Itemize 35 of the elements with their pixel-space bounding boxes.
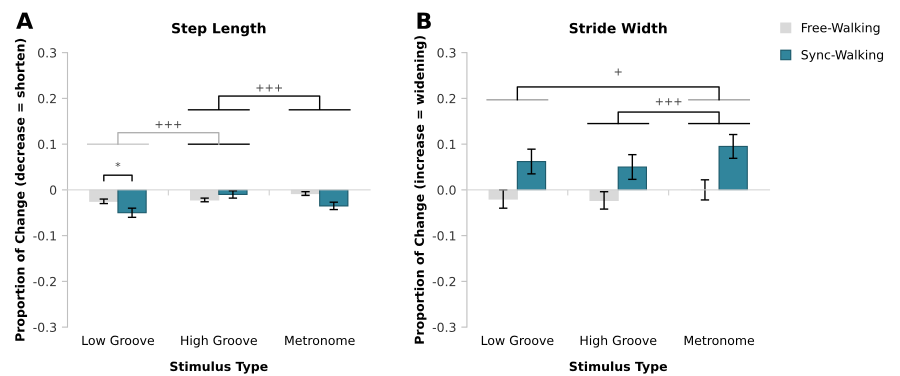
chart-title: Stride Width xyxy=(570,22,667,34)
y-tick-label: 0.1 xyxy=(437,140,456,150)
legend-label: Sync-Walking xyxy=(802,50,884,62)
y-tick-label: 0.3 xyxy=(38,48,56,58)
annotation: * xyxy=(115,162,120,168)
x-tick-label: Metronome xyxy=(684,336,754,346)
y-tick-label: -0.3 xyxy=(432,322,456,332)
y-axis-title: Proportion of Change (increase = widening) xyxy=(414,36,427,344)
y-tick-label: 0.1 xyxy=(38,140,56,150)
annotation: +++ xyxy=(156,121,182,128)
y-tick-label: 0 xyxy=(50,185,56,195)
y-tick-label: -0.1 xyxy=(33,231,56,241)
chart-title: Step Length xyxy=(172,22,266,36)
y-tick-label: 0.2 xyxy=(38,94,56,104)
y-tick-label: -0.3 xyxy=(33,322,56,332)
annotation: +++ xyxy=(256,84,282,92)
x-tick-label: High Groove xyxy=(181,335,257,348)
text: B xyxy=(418,12,431,29)
y-tick-label: 0.3 xyxy=(437,48,456,58)
y-tick-label: -0.2 xyxy=(33,276,56,286)
x-tick-label: High Groove xyxy=(580,335,656,348)
y-axis-title: Proportion of Change (decrease = shorten) xyxy=(14,38,28,341)
text: A xyxy=(16,12,34,29)
annotation: +++ xyxy=(656,98,682,106)
x-axis-title: Stimulus Type xyxy=(170,361,268,374)
x-axis-title: Stimulus Type xyxy=(570,361,667,374)
x-tick-label: Low Groove xyxy=(482,336,554,346)
y-tick-label: 0.0 xyxy=(437,185,456,195)
y-tick-label: -0.1 xyxy=(432,231,456,241)
x-tick-label: Low Groove xyxy=(82,336,154,346)
x-tick-label: Metronome xyxy=(285,336,355,346)
y-tick-label: -0.2 xyxy=(432,276,456,286)
y-tick-label: 0.2 xyxy=(437,94,456,104)
annotation: + xyxy=(614,68,622,76)
legend-label: Free-Walking xyxy=(802,22,880,35)
